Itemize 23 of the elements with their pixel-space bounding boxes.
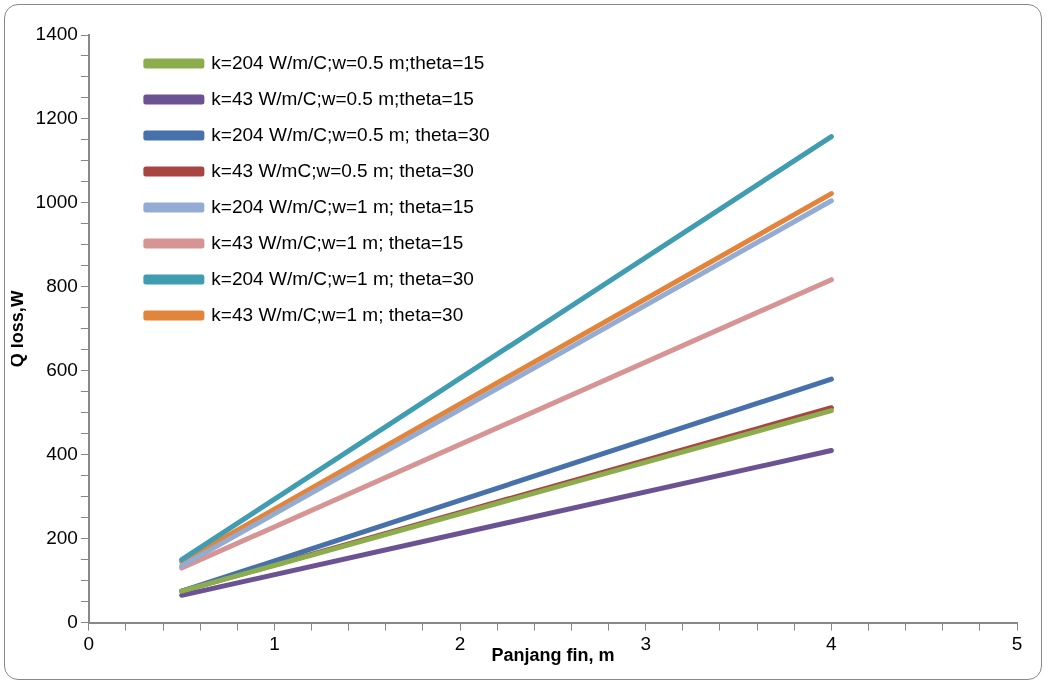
legend-label: k=43 W/m/C;w=0.5 m;theta=15 bbox=[211, 87, 474, 109]
y-tick-label: 400 bbox=[46, 442, 78, 464]
legend-label: k=204 W/m/C;w=0.5 m; theta=30 bbox=[211, 123, 490, 145]
x-tick-label: 1 bbox=[269, 633, 280, 655]
x-tick-label: 3 bbox=[640, 633, 652, 655]
legend-label: k=43 W/m/C;w=1 m; theta=30 bbox=[211, 303, 464, 325]
y-tick-label: 1000 bbox=[35, 191, 78, 213]
y-tick-label: 1400 bbox=[35, 23, 78, 45]
legend-label: k=204 W/m/C;w=1 m; theta=15 bbox=[211, 195, 474, 217]
y-tick-label: 200 bbox=[46, 526, 78, 548]
x-tick-label: 2 bbox=[454, 633, 466, 655]
y-tick-label: 600 bbox=[46, 359, 78, 381]
y-tick-label: 800 bbox=[46, 275, 78, 297]
legend-label: k=43 W/m/C;w=1 m; theta=15 bbox=[211, 231, 464, 253]
y-tick-label: 0 bbox=[67, 610, 78, 632]
legend-label: k=43 W/mC;w=0.5 m; theta=30 bbox=[211, 159, 474, 181]
x-tick-label: 0 bbox=[83, 633, 95, 655]
legend-label: k=204 W/m/C;w=0.5 m;theta=15 bbox=[211, 51, 485, 73]
legend-label: k=204 W/m/C;w=1 m; theta=30 bbox=[211, 267, 474, 289]
x-tick-label: 4 bbox=[826, 633, 838, 655]
x-tick-label: 5 bbox=[1011, 633, 1023, 655]
x-axis-title: Panjang fin, m bbox=[491, 645, 615, 666]
y-tick-label: 1200 bbox=[35, 107, 78, 129]
